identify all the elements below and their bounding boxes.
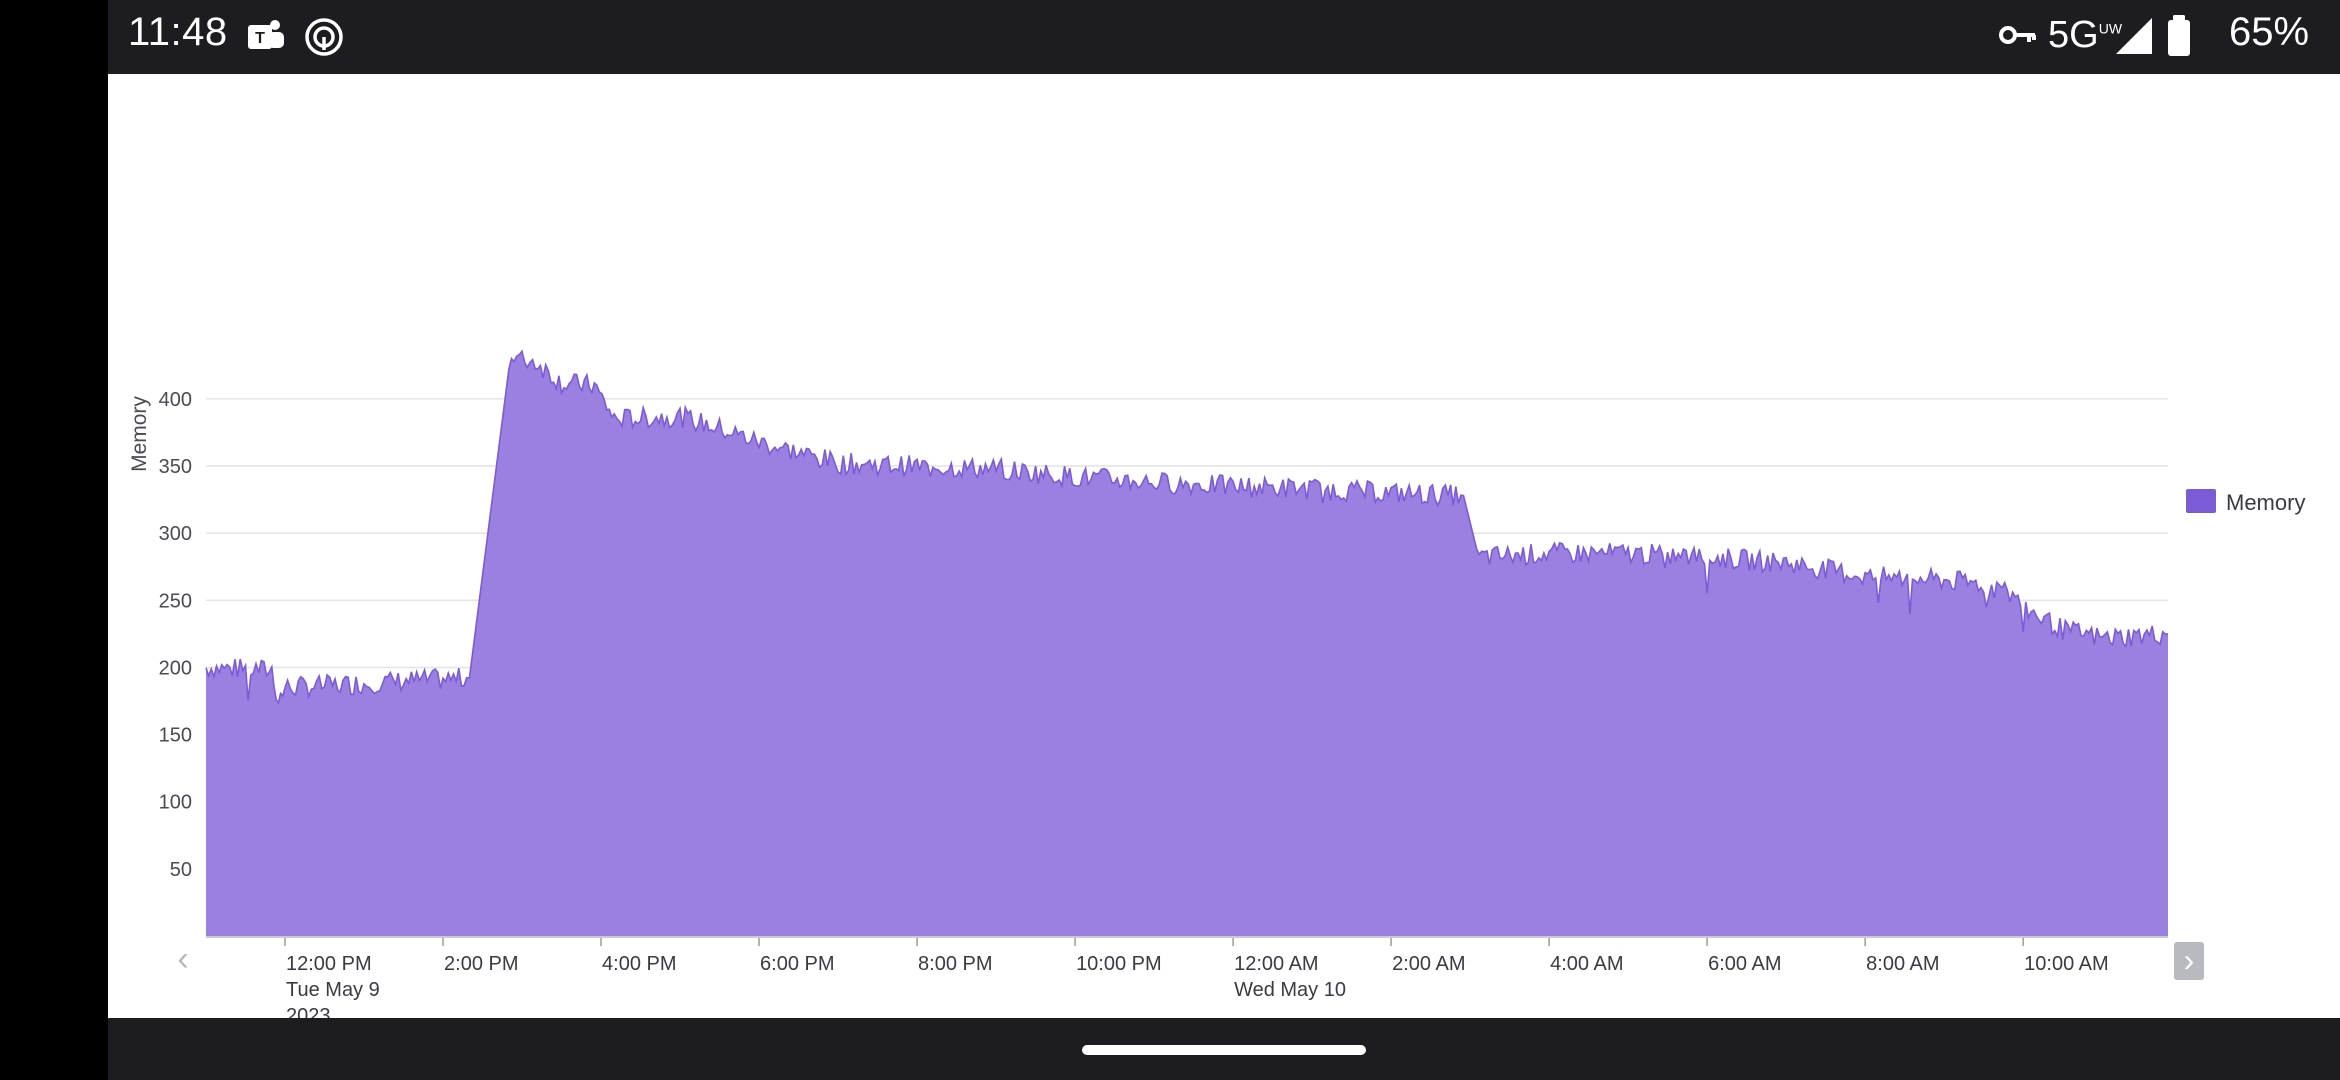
network-type: 5GUW xyxy=(2048,14,2122,57)
y-tick-labels: 50 100 150 200 250 300 350 400 xyxy=(159,389,192,881)
y-tick-label: 200 xyxy=(159,657,192,679)
memory-chart: 50 100 150 200 250 300 350 400 12:00 PM Tue May … xyxy=(128,349,2305,1018)
y-tick-label: 150 xyxy=(159,725,192,747)
fingerprint-ring-icon xyxy=(302,15,346,64)
x-tick-label: 4:00 AM xyxy=(1550,953,1623,975)
x-tick-label: 2:00 AM xyxy=(1392,953,1465,975)
svg-text:T: T xyxy=(255,30,265,47)
x-tick-label: 4:00 PM xyxy=(602,953,676,975)
chart-prev-button[interactable]: ‹ xyxy=(177,940,188,978)
y-tick-label: 350 xyxy=(159,456,192,478)
battery-percent: 65% xyxy=(2229,10,2310,54)
memory-area xyxy=(206,351,2168,936)
memory-line xyxy=(205,349,2169,705)
y-tick-label: 250 xyxy=(159,590,192,612)
x-tick-sublabel: Tue May 9 xyxy=(286,979,380,1001)
system-nav-bar xyxy=(108,1018,2340,1080)
y-tick-label: 300 xyxy=(159,523,192,545)
vpn-key-icon xyxy=(1998,20,2038,55)
legend: Memory xyxy=(2186,489,2305,515)
y-tick-label: 400 xyxy=(159,389,192,411)
x-tick-label: 2:00 PM xyxy=(444,953,518,975)
y-tick-label: 50 xyxy=(170,859,192,881)
network-superscript: UW xyxy=(2098,20,2123,37)
x-tick-sublabel: Wed May 10 xyxy=(1234,979,1346,1001)
chart-next-chevron-icon[interactable]: › xyxy=(2184,942,2195,978)
x-tick-label: 12:00 AM xyxy=(1234,953,1319,975)
x-tick-label: 12:00 PM xyxy=(286,953,372,975)
x-tick-label: 10:00 AM xyxy=(2024,953,2109,975)
chart-panel: 50 100 150 200 250 300 350 400 12:00 PM Tue May … xyxy=(108,74,2340,1018)
x-tick-label: 6:00 AM xyxy=(1708,953,1781,975)
y-tick-label: 100 xyxy=(159,792,192,814)
legend-label[interactable]: Memory xyxy=(2226,490,2305,515)
legend-swatch xyxy=(2186,489,2216,513)
network-label: 5G xyxy=(2048,14,2099,56)
x-tick-label: 10:00 PM xyxy=(1076,953,1162,975)
teams-icon: T xyxy=(244,15,288,64)
x-tick-label: 6:00 PM xyxy=(760,953,834,975)
x-tick-labels: 12:00 PM Tue May 9 2023 2:00 PM 4:00 PM 6:00 … xyxy=(284,938,2109,1018)
left-gutter xyxy=(0,0,108,1080)
chart-next-button[interactable]: › xyxy=(2174,942,2204,980)
home-gesture-handle[interactable] xyxy=(1082,1045,1366,1055)
status-bar: 11:48 T 5GUW 65% xyxy=(108,0,2340,74)
y-axis-label: Memory xyxy=(128,396,151,472)
x-tick-sublabel2: 2023 xyxy=(286,1005,331,1018)
status-time: 11:48 xyxy=(128,10,228,54)
x-tick-label: 8:00 AM xyxy=(1866,953,1939,975)
battery-icon xyxy=(2164,14,2194,63)
chart-next-button-bg[interactable] xyxy=(2174,942,2204,980)
signal-icon xyxy=(2114,16,2154,61)
x-tick-label: 8:00 PM xyxy=(918,953,992,975)
